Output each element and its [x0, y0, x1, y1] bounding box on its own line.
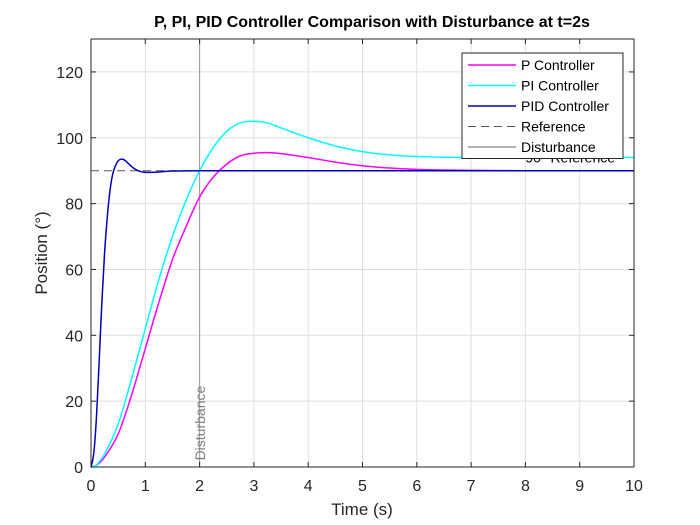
series-line-pi-controller: [90, 120, 634, 468]
x-tick-label: 9: [575, 478, 584, 495]
x-tick-label: 3: [249, 478, 258, 495]
x-tick-label: 10: [625, 478, 643, 495]
y-tick-label: 20: [65, 394, 83, 411]
y-axis-label: Position (°): [32, 211, 51, 294]
y-tick-label: 120: [56, 65, 83, 82]
x-axis-ticks: 0 1 2 3 4 5 6 7 8 9 10: [87, 39, 643, 495]
series-line-pid-controller: [90, 158, 634, 468]
y-tick-label: 40: [65, 328, 83, 345]
x-tick-label: 8: [521, 478, 530, 495]
x-tick-label: 6: [412, 478, 421, 495]
legend: P Controller PI Controller PID Controller R…: [461, 52, 624, 159]
y-tick-label: 60: [65, 262, 83, 279]
legend-label-pid-controller: PID Controller: [521, 98, 609, 114]
legend-label-disturbance: Disturbance: [521, 139, 596, 155]
series-lines: [90, 39, 634, 468]
x-axis-label: Time (s): [331, 500, 393, 519]
x-tick-label: 4: [304, 478, 313, 495]
legend-label-reference: Reference: [521, 119, 586, 135]
legend-label-p-controller: P Controller: [521, 57, 595, 73]
x-tick-label: 1: [141, 478, 150, 495]
y-tick-label: 100: [56, 131, 83, 148]
chart-title: P, PI, PID Controller Comparison with Di…: [154, 14, 590, 31]
x-tick-label: 7: [467, 478, 476, 495]
x-tick-label: 2: [195, 478, 204, 495]
legend-label-pi-controller: PI Controller: [521, 78, 599, 94]
y-tick-label: 80: [65, 197, 83, 214]
x-tick-label: 5: [358, 478, 367, 495]
x-tick-label: 0: [87, 478, 96, 495]
y-axis-ticks: 0 20 40 60 80 100 120: [56, 65, 634, 477]
y-tick-label: 0: [74, 460, 83, 477]
annotation-disturbance: Disturbance: [192, 385, 208, 460]
